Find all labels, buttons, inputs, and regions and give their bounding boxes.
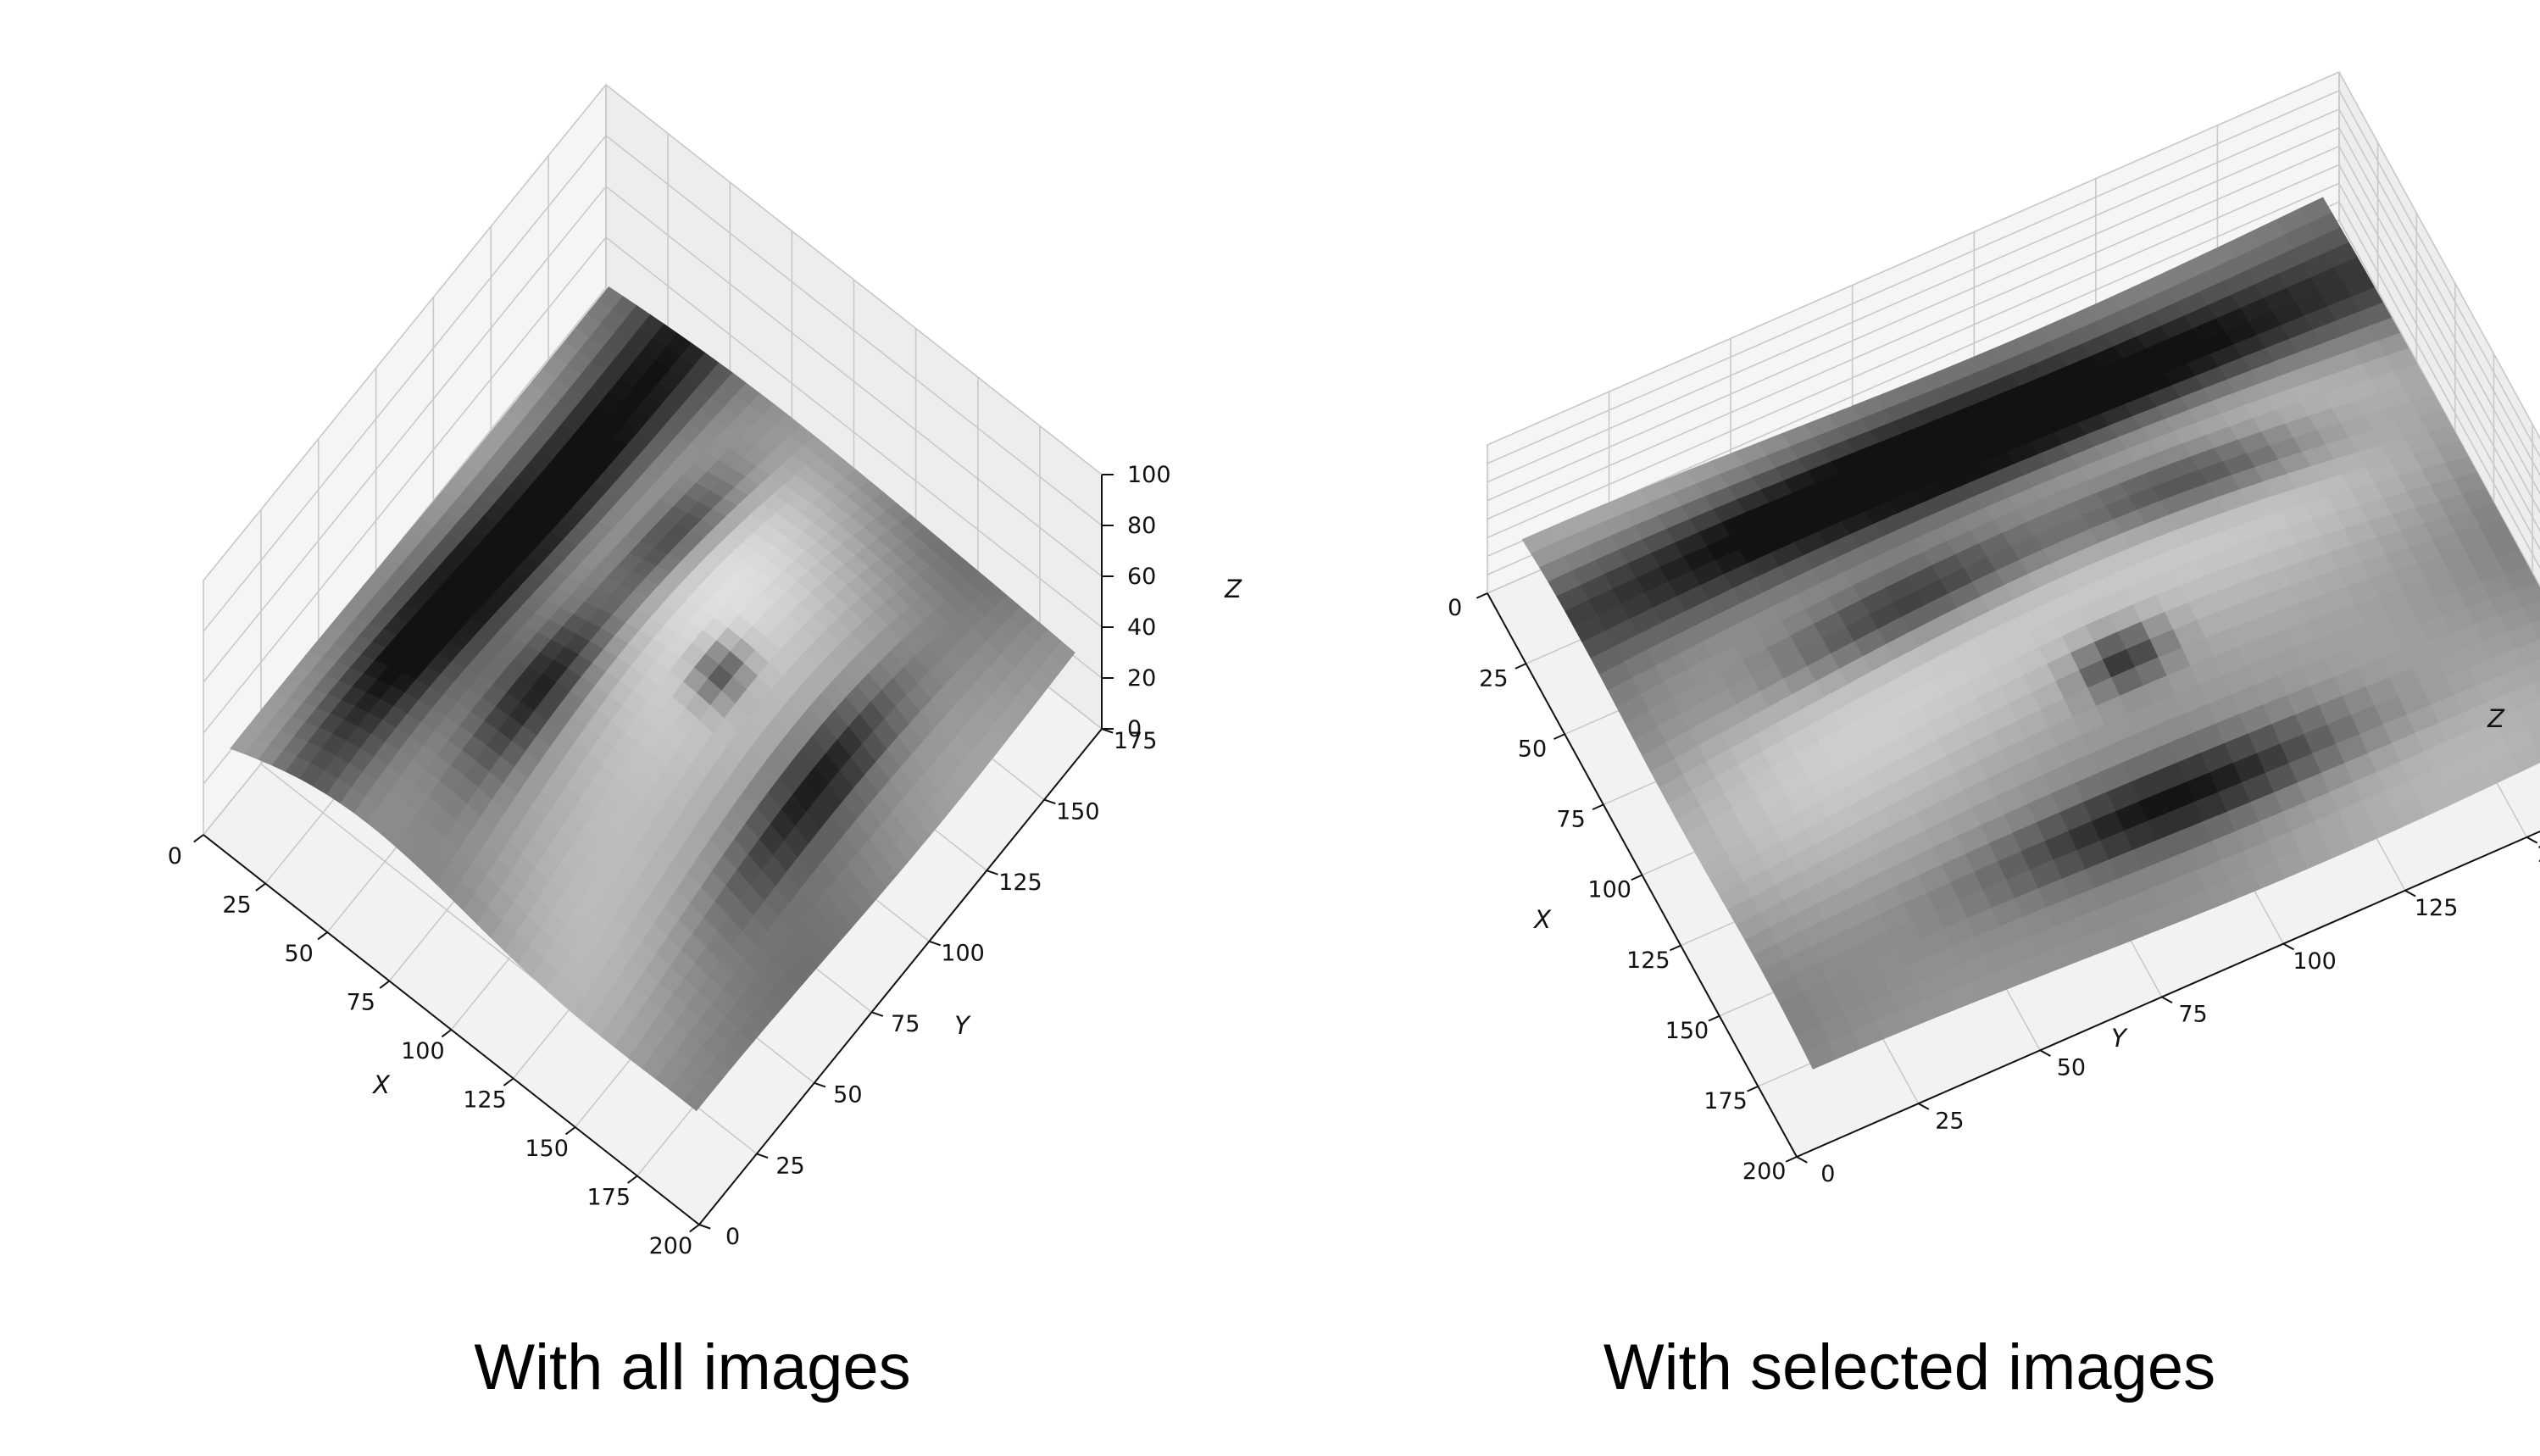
x-tick-label: 125 xyxy=(1626,948,1670,974)
y-tick xyxy=(2282,942,2295,951)
y-tick xyxy=(2161,996,2173,1004)
x-tick-label: 0 xyxy=(168,843,182,870)
y-axis-label: Y xyxy=(954,1011,971,1040)
x-tick xyxy=(1553,733,1565,740)
x-tick-label: 200 xyxy=(649,1233,693,1259)
x-tick xyxy=(1708,1014,1720,1022)
y-tick-label: 150 xyxy=(2536,842,2540,868)
x-tick-label: 75 xyxy=(347,990,375,1016)
x-tick-label: 200 xyxy=(1742,1159,1787,1185)
y-axis-label: Y xyxy=(2111,1024,2128,1053)
gridline-z xyxy=(203,134,1103,632)
x-tick xyxy=(379,980,390,989)
y-tick-label: 25 xyxy=(775,1153,804,1179)
x-axis-label: X xyxy=(1532,905,1552,934)
y-tick xyxy=(1796,1156,1808,1164)
x-tick xyxy=(193,834,204,843)
x-tick-label: 175 xyxy=(1704,1088,1748,1114)
x-tick xyxy=(1747,1085,1759,1092)
x-tick-label: 150 xyxy=(1665,1018,1709,1044)
z-tick-label: 80 xyxy=(1127,513,1156,539)
x-tick-label: 150 xyxy=(525,1136,569,1162)
gridline-z xyxy=(1487,89,2540,464)
y-tick-label: 125 xyxy=(998,870,1042,896)
y-axis-line xyxy=(698,728,1103,1225)
y-tick xyxy=(1043,798,1056,805)
y-tick xyxy=(814,1081,826,1088)
z-axis-label: Z xyxy=(1224,575,1242,603)
z-tick-label: 40 xyxy=(1127,614,1156,641)
x-tick-label: 25 xyxy=(1479,665,1508,692)
y-tick xyxy=(756,1153,769,1159)
x-tick xyxy=(689,1224,700,1233)
y-tick xyxy=(2039,1049,2051,1057)
z-tick-label: 0 xyxy=(1127,716,1142,742)
x-axis-label: X xyxy=(371,1070,391,1099)
gridline-z xyxy=(1487,70,2540,446)
gridline-z xyxy=(1487,108,2540,483)
gridline-z xyxy=(203,185,1103,683)
x-tick-label: 75 xyxy=(1556,807,1585,833)
y-tick-label: 75 xyxy=(891,1011,920,1037)
x-tick xyxy=(1476,592,1488,599)
gridline-z xyxy=(1487,145,2540,520)
y-tick xyxy=(698,1224,711,1230)
y-tick-label: 100 xyxy=(941,941,985,967)
surface-patch xyxy=(1521,528,1555,554)
gridline-z xyxy=(1487,182,2540,558)
x-tick xyxy=(503,1077,514,1086)
gridline-z xyxy=(203,83,1103,581)
y-tick xyxy=(871,1011,884,1017)
x-tick xyxy=(1631,874,1642,881)
y-tick-label: 0 xyxy=(1820,1161,1835,1187)
gridline-z xyxy=(203,236,1103,734)
y-tick-label: 25 xyxy=(1935,1108,1964,1134)
gridline-z xyxy=(1487,126,2540,502)
x-tick xyxy=(317,931,328,941)
z-tick-label: 20 xyxy=(1127,665,1156,692)
y-tick-label: 50 xyxy=(833,1082,862,1109)
x-tick-label: 100 xyxy=(1587,877,1631,903)
z-tick-label: 60 xyxy=(1127,564,1156,590)
x-tick xyxy=(1669,944,1681,952)
z-tick-label: 100 xyxy=(1127,462,1171,488)
x-tick-label: 0 xyxy=(1448,595,1462,621)
y-tick xyxy=(2404,889,2416,897)
y-tick xyxy=(986,870,998,875)
x-tick-label: 175 xyxy=(587,1185,631,1211)
x-tick xyxy=(1785,1156,1798,1163)
surface-mesh xyxy=(1521,197,2540,1070)
y-tick-label: 50 xyxy=(2057,1055,2086,1081)
x-tick-label: 50 xyxy=(284,941,313,967)
surface-patch xyxy=(230,734,256,754)
surface-mesh xyxy=(230,286,1075,1112)
x-tick xyxy=(564,1126,576,1136)
y-tick-label: 75 xyxy=(2178,1002,2207,1028)
y-axis-line xyxy=(1796,830,2540,1158)
x-tick xyxy=(1515,663,1527,670)
y-tick xyxy=(929,940,941,947)
x-tick xyxy=(1592,803,1604,811)
z-axis-label: Z xyxy=(2487,704,2505,733)
x-tick xyxy=(255,882,266,892)
y-tick-label: 100 xyxy=(2293,948,2337,975)
y-tick xyxy=(2526,836,2538,844)
gridline-z xyxy=(1487,164,2540,539)
y-tick xyxy=(1918,1103,1930,1110)
y-tick-label: 175 xyxy=(1114,728,1158,754)
surface-plot-selected-images: 0255075100125150175200025507510012515017… xyxy=(1448,70,2540,1187)
y-tick-label: 0 xyxy=(725,1224,740,1250)
y-tick-label: 125 xyxy=(2415,895,2459,921)
x-tick xyxy=(627,1175,638,1184)
x-tick-label: 25 xyxy=(222,892,251,919)
caption-all-images: With all images xyxy=(474,1331,911,1403)
x-tick-label: 50 xyxy=(1518,736,1547,762)
y-tick-label: 150 xyxy=(1056,798,1100,825)
x-tick-label: 100 xyxy=(401,1038,445,1064)
x-tick-label: 125 xyxy=(463,1087,507,1114)
x-tick xyxy=(441,1029,453,1038)
caption-selected-images: With selected images xyxy=(1603,1331,2216,1403)
